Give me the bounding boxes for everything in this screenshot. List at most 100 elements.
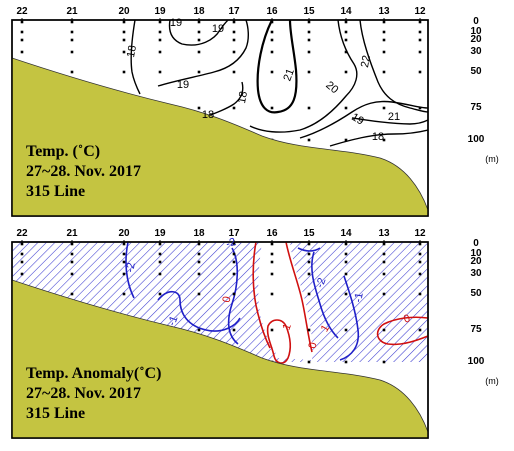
sample-point (197, 30, 201, 34)
station-label: 18 (193, 6, 205, 17)
contour-label: 18 (372, 131, 384, 143)
contour-neg1-mid (227, 247, 239, 345)
sample-point (307, 70, 311, 74)
contour-label: -2 (124, 262, 138, 274)
contour-0-right (285, 242, 313, 353)
sample-point (307, 328, 311, 332)
depth-label: 100 (468, 356, 485, 367)
title-line: 315 Line (26, 183, 85, 200)
station-label: 15 (303, 6, 315, 17)
contour-label: 19 (170, 17, 182, 29)
contour-neg1-right (339, 275, 360, 361)
sample-point (122, 252, 126, 256)
sample-point (382, 252, 386, 256)
sample-point (232, 292, 236, 296)
sample-point (158, 260, 162, 264)
station-label: 20 (118, 6, 130, 17)
sample-point (158, 30, 162, 34)
station-label: 21 (66, 6, 78, 17)
sample-point (418, 292, 422, 296)
panel-temperature: 22 21 20 19 18 17 16 15 14 13 12 01020305075100(m)… (11, 6, 499, 217)
sample-point (20, 260, 24, 264)
station-label: 22 (16, 6, 28, 17)
sample-point (307, 292, 311, 296)
contour-label: 21 (388, 111, 400, 123)
sample-point (418, 272, 422, 276)
station-axis: 22 21 20 19 18 17 16 15 14 13 12 (16, 6, 426, 22)
contour-label: 0 (307, 341, 320, 349)
contour-label: -2 (314, 276, 329, 289)
station-label: 15 (303, 228, 315, 239)
sample-point (70, 50, 74, 54)
sample-point (382, 360, 386, 364)
panel-title: Temp. Anomaly(˚C) 27~28. Nov. 2017 315 Lin… (26, 365, 161, 422)
sample-point (418, 106, 422, 110)
sample-point (307, 260, 311, 264)
contour-neg-top (297, 247, 321, 252)
title-line: Temp. (˚C) (26, 143, 100, 160)
contour-label: 0 (402, 312, 412, 325)
sample-point (270, 272, 274, 276)
panel-title: Temp. (˚C) 27~28. Nov. 2017 315 Line (26, 143, 141, 200)
sample-point (382, 30, 386, 34)
station-label: 19 (154, 228, 166, 239)
depth-label: 50 (470, 66, 482, 77)
sample-point (418, 50, 422, 54)
sample-point (232, 272, 236, 276)
station-label: 20 (118, 228, 130, 239)
sample-point (382, 50, 386, 54)
sample-point (307, 360, 311, 364)
station-label: 18 (193, 228, 205, 239)
sample-point (20, 50, 24, 54)
sample-point (344, 292, 348, 296)
contour-label: 1 (280, 322, 293, 332)
sample-point (307, 30, 311, 34)
sample-point (418, 260, 422, 264)
depth-label: 100 (468, 134, 485, 145)
depth-label: 20 (470, 256, 482, 267)
sample-point (307, 138, 311, 142)
contour-label: 18 (236, 90, 250, 104)
sample-point (382, 70, 386, 74)
sample-point (158, 272, 162, 276)
station-label: 16 (266, 228, 278, 239)
sample-point (232, 328, 236, 332)
sample-point (232, 38, 236, 42)
depth-unit: (m) (485, 154, 499, 164)
sample-point (307, 106, 311, 110)
sample-point (122, 260, 126, 264)
sample-point (197, 328, 201, 332)
sample-point (382, 272, 386, 276)
sample-point (197, 106, 201, 110)
contour-label: 19 (349, 111, 366, 128)
station-label: 12 (414, 228, 426, 239)
sample-point (70, 252, 74, 256)
sample-point (70, 38, 74, 42)
station-label: 17 (228, 6, 240, 17)
contour-label: 19 (177, 79, 189, 91)
sample-point (307, 272, 311, 276)
sample-point (382, 292, 386, 296)
sample-point (344, 50, 348, 54)
sample-point (232, 260, 236, 264)
sample-point (344, 38, 348, 42)
sample-point (382, 106, 386, 110)
sample-point (418, 70, 422, 74)
contour-label: 18 (125, 44, 139, 58)
sample-point (344, 260, 348, 264)
sample-point (307, 38, 311, 42)
sample-point (197, 292, 201, 296)
depth-label: 75 (470, 324, 482, 335)
contour-19-upper (168, 20, 229, 46)
depth-label: 10 (470, 26, 482, 37)
contour-label: -1 (352, 292, 366, 304)
depth-label: 50 (470, 288, 482, 299)
sample-point (158, 38, 162, 42)
sample-point (158, 252, 162, 256)
sample-point (344, 360, 348, 364)
sample-point (382, 138, 386, 142)
station-label: 22 (16, 228, 28, 239)
